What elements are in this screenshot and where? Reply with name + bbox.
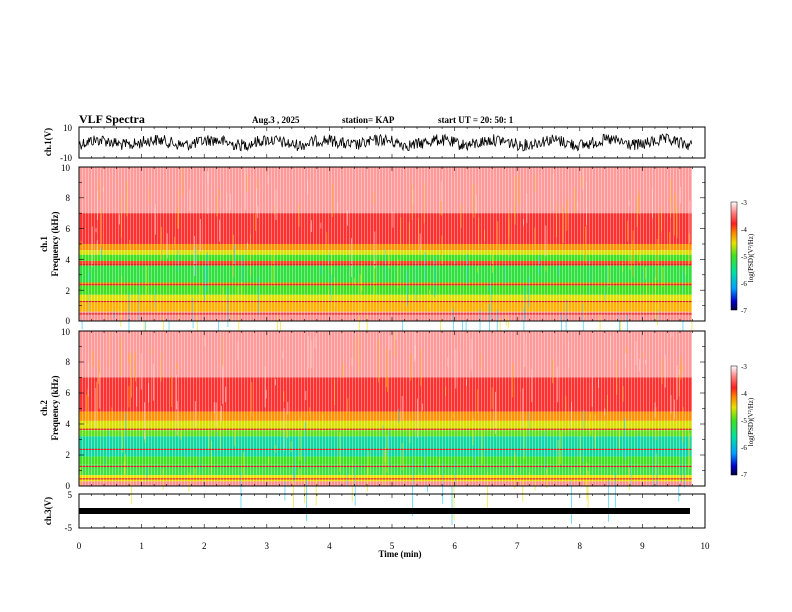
xtick-2: 2 <box>202 541 207 551</box>
spectrogram-streak <box>440 319 441 342</box>
spectrogram-streak <box>678 485 680 502</box>
spectrogram-streak <box>523 307 525 351</box>
header-station: station= KAP <box>342 115 395 125</box>
ch1-ytick-top: 10 <box>63 123 73 133</box>
ch1-colorbar-tick-6: -6 <box>741 280 747 288</box>
spectrogram-streak <box>522 479 524 502</box>
ch2-colorbar-tick-4: -4 <box>741 390 747 398</box>
spectrogram-streak <box>462 319 463 334</box>
ch2-spectrogram-panel: 0 2 4 6 8 10 ch.2 Frequency (kHz) -3 -4 … <box>39 327 755 525</box>
spectrogram-streak <box>453 478 455 520</box>
spectrogram-streak <box>615 472 617 508</box>
spectrogram-streak <box>306 479 308 522</box>
ch3-waveform-panel: 5 -5 ch.3(V) 0 1 2 3 4 5 6 7 8 9 10 Time… <box>43 127 710 559</box>
ch2-spectrogram-ylabel: Frequency (kHz) <box>50 375 60 440</box>
ch2-ytick-4: 4 <box>66 419 71 429</box>
ch1-colorbar-label: log(PSD)(V²/Hz) <box>747 233 755 282</box>
spectrogram-streak <box>561 312 562 337</box>
ch1-waveform-ylabel: ch.1(V) <box>43 128 53 156</box>
spectrogram-streak <box>619 313 620 342</box>
spectrogram-streak <box>293 480 294 512</box>
xtick-5: 5 <box>390 541 395 551</box>
spectrogram-streak <box>452 308 454 336</box>
ch1-waveform-trace <box>78 133 693 152</box>
ch1-spectrogram-ylabel: Frequency (kHz) <box>50 211 60 276</box>
header-date: Aug.3 , 2025 <box>252 115 300 125</box>
ch2-ytick-0: 0 <box>66 481 71 491</box>
ch2-colorbar-tick-3: -3 <box>741 363 747 371</box>
ch1-ytick-4: 4 <box>66 255 71 265</box>
ch1-ytick-2: 2 <box>66 286 71 296</box>
xtick-8: 8 <box>578 541 583 551</box>
xtick-3: 3 <box>265 541 270 551</box>
xtick-0: 0 <box>77 541 82 551</box>
ch2-ytick-10: 10 <box>61 327 71 337</box>
ch1-ytick-6: 6 <box>66 224 71 234</box>
xtick-4: 4 <box>327 541 332 551</box>
ch1-ytick-0: 0 <box>66 316 71 326</box>
spectrogram-streak <box>627 314 628 342</box>
ch2-colorbar-tick-6: -6 <box>741 444 747 452</box>
time-axis-ticks <box>78 127 706 528</box>
spectrogram-streak <box>487 471 489 509</box>
spectrogram-streak <box>131 475 133 505</box>
ch2-colorbar-label: log(PSD)(V²/Hz) <box>747 397 755 446</box>
ch1-colorbar <box>730 201 738 311</box>
spectrogram-streak <box>451 485 453 525</box>
ch2-ytick-6: 6 <box>66 388 71 398</box>
spectrogram-streak <box>507 318 509 328</box>
xtick-1: 1 <box>139 541 144 551</box>
ch1-colorbar-tick-7: -7 <box>741 307 747 315</box>
ch2-ytick-2: 2 <box>66 450 71 460</box>
figure-title: VLF Spectra <box>79 112 145 126</box>
ch2-ytick-8: 8 <box>66 357 71 367</box>
ch1-colorbar-tick-5: -5 <box>741 253 747 261</box>
header-start-time: start UT = 20: 50: 1 <box>438 115 514 125</box>
xtick-7: 7 <box>515 541 520 551</box>
ch2-spectrogram-texture <box>79 331 705 486</box>
ch3-ytick-top: 5 <box>68 490 73 500</box>
ch2-colorbar-tick-7: -7 <box>741 471 747 479</box>
ch1-spectrogram-channel-label: ch.1 <box>39 236 49 252</box>
spectrogram-streak <box>276 314 278 340</box>
ch1-ytick-8: 8 <box>66 193 71 203</box>
spectrogram-streak <box>608 479 610 522</box>
ch1-colorbar-tick-4: -4 <box>741 226 747 234</box>
spectrogram-streak <box>587 470 589 514</box>
spectrogram-streak <box>571 480 572 524</box>
xtick-9: 9 <box>640 541 645 551</box>
spectrogram-streak <box>315 469 317 506</box>
spectrogram-streak <box>81 318 83 330</box>
spectrogram-streak <box>366 313 368 345</box>
spectrogram-streak <box>284 481 286 501</box>
xtick-6: 6 <box>452 541 457 551</box>
ch1-colorbar-tick-3: -3 <box>741 199 747 207</box>
ch3-waveform-ylabel: ch.3(V) <box>43 497 53 525</box>
spectrogram-streak <box>479 309 481 339</box>
ch1-spectrogram-panel: 0 2 4 6 8 10 ch.1 Frequency (kHz) -3 -4 … <box>39 163 755 362</box>
ch1-ytick-10: 10 <box>61 163 71 173</box>
ch2-colorbar <box>730 365 738 476</box>
ch1-waveform-panel: 10 -10 ch.1(V) <box>43 123 706 163</box>
time-axis-label: Time (min) <box>378 549 421 559</box>
ch3-ytick-bottom: -5 <box>65 523 73 533</box>
spectrogram-streak <box>240 471 242 512</box>
ch1-ytick-bottom: -10 <box>60 153 72 163</box>
ch2-colorbar-tick-5: -5 <box>741 417 747 425</box>
ch2-spectrogram-channel-label: ch.2 <box>39 400 49 416</box>
ch1-spectrogram-texture <box>79 167 705 321</box>
spectrogram-streak <box>412 483 413 517</box>
xtick-10: 10 <box>701 541 711 551</box>
spectrogram-streak <box>304 479 305 504</box>
ch3-waveform-trace <box>79 508 690 514</box>
spectrogram-streak <box>427 484 428 492</box>
